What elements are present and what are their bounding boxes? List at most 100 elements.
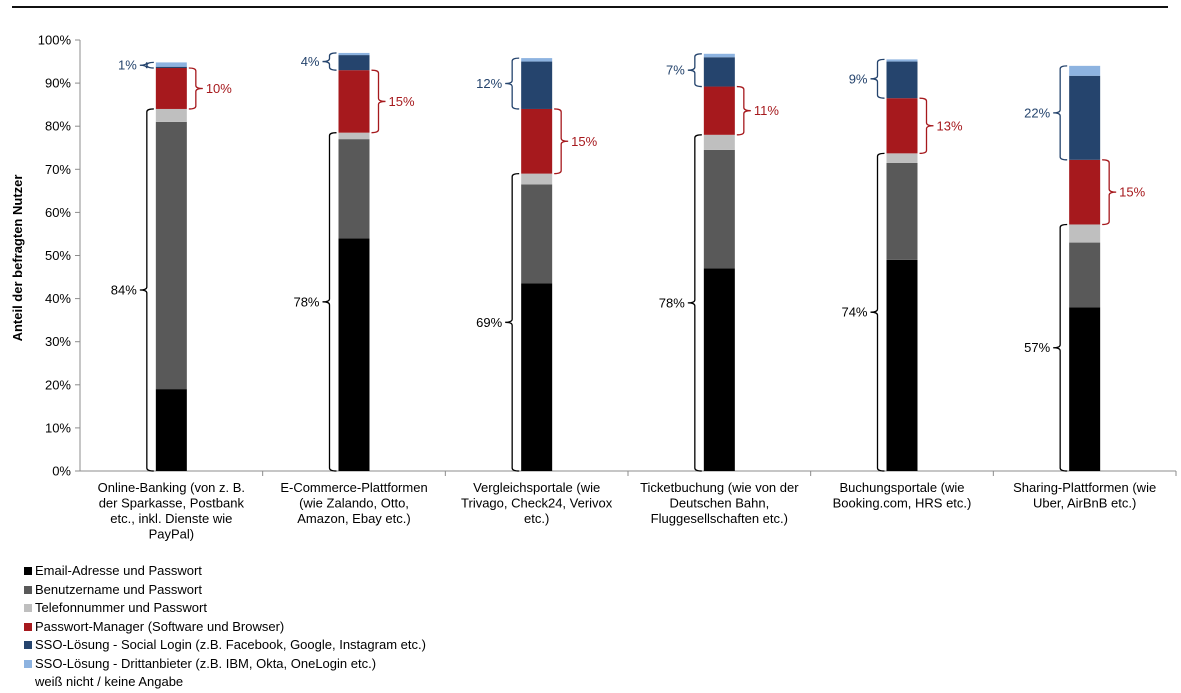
legend-swatch [24,622,32,631]
bar-segment [1069,75,1101,160]
x-tick-label: E-Commerce-Plattformen [280,480,427,495]
bottom-share-label: 74% [841,305,867,320]
pm-share-bracket [188,67,203,110]
legend-swatch [24,567,32,576]
y-tick-label: 30% [45,334,71,349]
bar-segment [155,66,187,69]
y-tick-label: 60% [45,205,71,220]
sso-share-bracket [505,57,520,110]
y-tick-label: 70% [45,162,71,177]
y-tick-label: 0% [52,464,71,479]
bar-segment [338,70,370,133]
pm-share-label: 13% [937,118,963,133]
x-tick-label: Uber, AirBnB etc.) [1033,496,1136,511]
bar-segment [521,58,553,62]
bar-segment [1069,65,1101,76]
legend-item: weiß nicht / keine Angabe [24,673,426,692]
bar-segment [886,153,918,163]
legend-label: SSO-Lösung - Drittanbieter (z.B. IBM, Ok… [35,655,377,671]
pm-share-label: 11% [754,103,779,118]
bar-segment [1069,242,1101,308]
sso-share-bracket [870,58,885,99]
bar-segment [886,162,918,260]
bar-segment [521,173,553,185]
bottom-share-bracket [139,108,154,472]
y-tick-label: 10% [45,420,71,435]
x-tick-label: Sharing-Plattformen (wie [1013,480,1156,495]
y-axis-label: Anteil der befragten Nutzer [10,175,25,342]
sso-share-label: 7% [666,63,685,78]
bar-segment [886,59,918,62]
bar-segment [886,98,918,154]
bar-segment [155,108,187,122]
pm-share-bracket [371,69,386,134]
stacked-bar-chart: 0% 10% 20% 30% 40% 50% 60% 70% 80% 90% 100% 84% 10%… [10,33,1177,542]
chart-brackets: 84% 10% 1% 78% 15% 4% 69% 15% 12% 78% 11% 7% 74% 13% 9… [111,52,1146,472]
pm-share-bracket [919,97,934,155]
legend-swatch [24,585,32,594]
legend-item: Passwort-Manager (Software und Browser) [24,618,426,637]
bar-segment [155,62,187,67]
bottom-share-label: 78% [659,295,685,310]
x-tick-label: Trivago, Check24, Verivox [461,496,613,511]
x-tick-label: etc.) [524,511,549,526]
top-rule [12,6,1168,8]
pm-share-label: 15% [1119,185,1145,200]
x-tick-label: Deutschen Bahn, [669,496,769,511]
legend-item: SSO-Lösung - Social Login (z.B. Facebook… [24,636,426,655]
bottom-share-label: 78% [293,294,319,309]
bar-segment [338,52,370,56]
bar-segment [703,57,735,87]
sso-share-label: 9% [849,71,868,86]
bar-segment [155,68,187,109]
bar-segment [1069,224,1101,243]
legend-item: SSO-Lösung - Drittanbieter (z.B. IBM, Ok… [24,655,426,674]
legend-swatch [24,659,32,668]
bar-segment [521,61,553,109]
bar-segment [1069,159,1101,225]
y-tick-label: 50% [45,248,71,263]
pm-share-label: 15% [571,134,597,149]
bottom-share-bracket [505,172,520,472]
sso-share-bracket [322,52,337,71]
x-tick-label: Amazon, Ebay etc.) [297,511,410,526]
bar-segment [703,86,735,135]
bottom-share-bracket [687,134,702,472]
legend-swatch [24,604,32,613]
x-tick-label: etc., inkl. Dienste wie [110,511,232,526]
bar-segment [886,259,918,471]
bar-segment [703,268,735,471]
sso-share-label: 4% [301,54,320,69]
legend-label: Benutzername und Passwort [35,581,202,597]
chart-bars [155,52,1101,471]
sso-share-label: 12% [476,76,502,91]
sso-share-label: 1% [118,58,137,73]
x-tick-label: Ticketbuchung (wie von der [640,480,799,495]
x-tick-label: Fluggesellschaften etc.) [651,511,788,526]
chart-legend: Email-Adresse und Passwort Benutzername u… [24,562,426,692]
pm-share-bracket [736,85,751,136]
legend-item: Email-Adresse und Passwort [24,562,426,581]
y-tick-label: 80% [45,119,71,134]
legend-label: Passwort-Manager (Software und Browser) [35,618,285,634]
x-tick-label: Vergleichsportale (wie [473,480,600,495]
bar-segment [338,238,370,471]
legend-label: Telefonnummer und Passwort [35,600,207,615]
pm-share-bracket [554,108,569,175]
sso-share-bracket [1053,65,1068,161]
bottom-share-label: 57% [1024,340,1050,355]
pm-share-label: 10% [206,81,232,96]
y-tick-label: 40% [45,291,71,306]
pm-share-bracket [1102,159,1117,226]
bar-segment [1069,307,1101,471]
bottom-share-bracket [870,152,885,472]
legend-label: SSO-Lösung - Social Login (z.B. Facebook… [35,637,426,652]
y-tick-label: 20% [45,377,71,392]
legend-swatch [24,641,32,650]
bottom-share-bracket [322,132,337,472]
x-axis-labels: Online-Banking (von z. B.der Sparkasse, … [98,480,1157,542]
pm-share-label: 15% [389,94,415,109]
bottom-share-label: 69% [476,315,502,330]
legend-label: weiß nicht / keine Angabe [35,674,184,689]
sso-share-label: 22% [1024,105,1050,120]
